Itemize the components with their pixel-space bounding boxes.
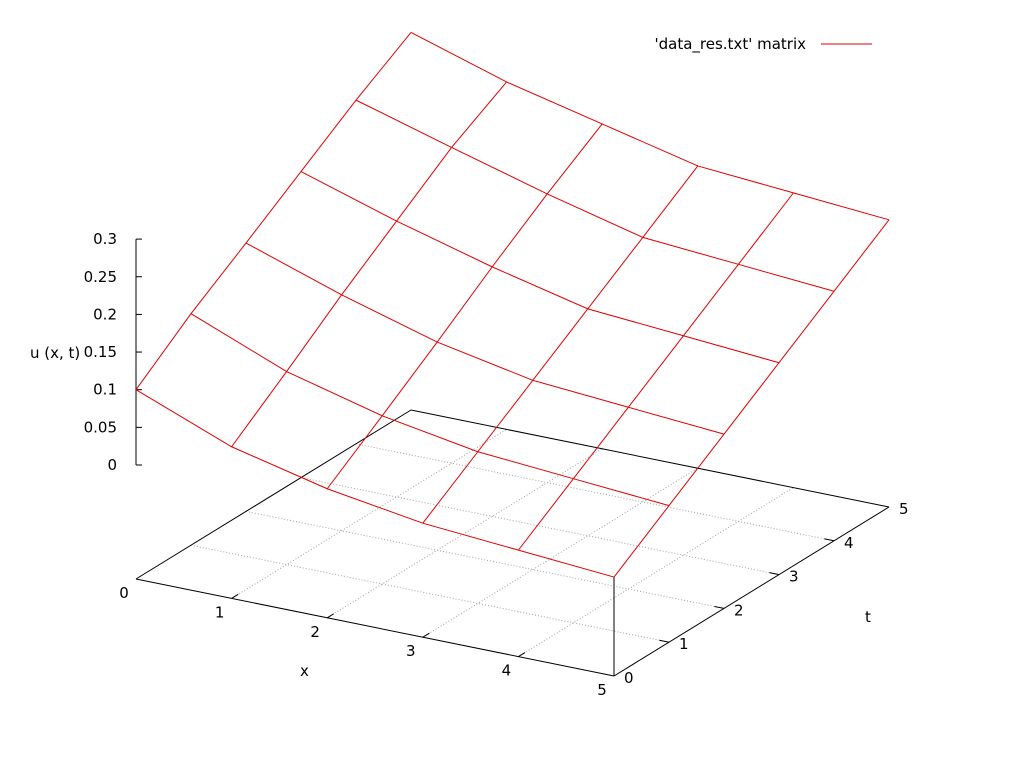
t-tick-label: 4 <box>844 534 854 552</box>
t-tick-mark <box>659 639 670 643</box>
t-tick-label: 0 <box>624 669 634 687</box>
x-tick-mark <box>326 613 335 619</box>
x-axis-label: x <box>300 662 309 680</box>
t-tick-mark <box>714 605 725 609</box>
z-tick-label: 0.05 <box>84 418 117 436</box>
x-tick-label: 4 <box>502 662 512 680</box>
z-tick-label: 0.25 <box>84 268 117 286</box>
surface-line-t <box>135 389 615 578</box>
grid-line-t <box>245 510 725 609</box>
t-tick-mark <box>769 572 780 576</box>
surface-line-t <box>190 313 670 507</box>
x-tick-mark <box>422 632 430 638</box>
surface-line-t <box>355 99 835 292</box>
grid-line-x <box>422 467 699 638</box>
x-tick-label: 5 <box>597 681 607 699</box>
t-tick-label: 2 <box>734 601 744 619</box>
legend: 'data_res.txt' matrix <box>655 35 872 54</box>
surface-line-x <box>613 219 890 578</box>
x-axis-line <box>135 578 615 677</box>
floor-back-edge <box>410 409 890 508</box>
t-axis-label: t <box>865 608 871 626</box>
t-tick-mark <box>824 538 835 542</box>
grid-line-t <box>355 443 835 542</box>
x-tick-mark <box>231 593 239 599</box>
grid-line-x <box>231 428 507 599</box>
z-axis-label: u (x, t) <box>30 344 80 362</box>
grid-line-t <box>190 544 670 643</box>
surface-line-x <box>422 165 699 524</box>
x-tick-label: 1 <box>215 603 225 621</box>
surface-line-x <box>135 32 412 390</box>
z-tick-label: 0.1 <box>93 381 117 399</box>
axes <box>135 238 890 677</box>
t-tick-label: 1 <box>679 635 689 653</box>
t-axis-line <box>613 506 890 677</box>
legend-label: 'data_res.txt' matrix <box>655 35 807 54</box>
z-tick-label: 0.15 <box>84 343 117 361</box>
grid-line-x <box>326 448 603 619</box>
surface-line-t <box>410 32 890 221</box>
surface-line-x <box>326 123 603 490</box>
x-tick-mark <box>518 652 526 658</box>
surface-line-t <box>245 242 725 435</box>
surface-line-t <box>300 171 780 364</box>
x-tick-label: 2 <box>310 623 320 641</box>
floor-left-edge <box>135 409 412 580</box>
grid-line-t <box>300 477 780 576</box>
surface-line-x <box>518 192 794 551</box>
z-tick-label: 0.2 <box>93 305 117 323</box>
base-grid <box>190 428 835 658</box>
x-tick-label: 0 <box>119 584 129 602</box>
surface-line-x <box>231 81 507 448</box>
x-tick-label: 3 <box>406 642 416 660</box>
grid-line-x <box>518 487 794 658</box>
surface-mesh <box>135 32 890 578</box>
t-tick-label: 3 <box>789 568 799 586</box>
z-tick-label: 0.3 <box>93 230 117 248</box>
z-tick-label: 0 <box>107 456 117 474</box>
t-tick-label: 5 <box>899 500 909 518</box>
